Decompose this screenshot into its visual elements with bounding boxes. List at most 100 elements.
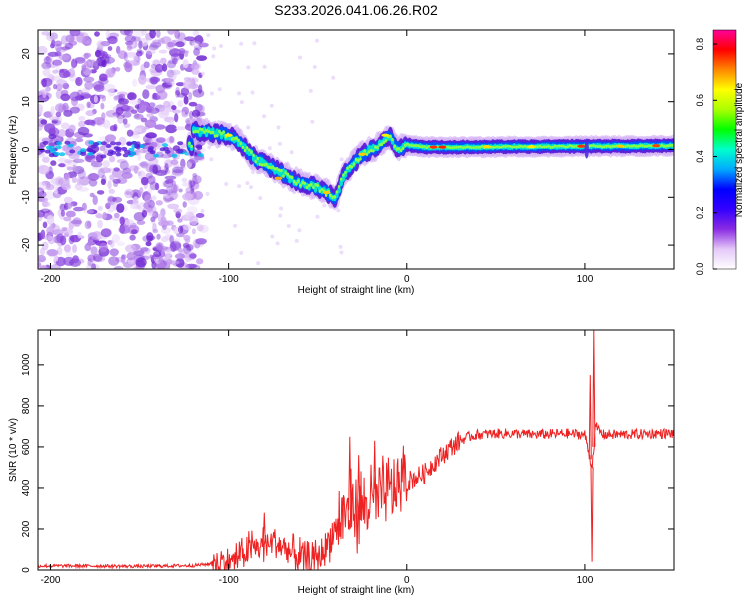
noise-blob (148, 146, 154, 151)
noise-blob (278, 213, 283, 218)
noise-blob (89, 192, 95, 198)
spectrogram-x-ticks: -200 -100 0 100 (40, 30, 594, 285)
noise-blob (52, 83, 58, 90)
track-cell (331, 195, 335, 200)
track-cell (389, 134, 392, 139)
noise-blob (176, 92, 188, 98)
noise-blob (61, 183, 72, 190)
noise-blob (105, 134, 116, 143)
noise-blob (169, 48, 181, 57)
track-cell (496, 145, 499, 149)
noise-blob (52, 59, 63, 66)
track-cell (282, 174, 285, 178)
noise-blob (133, 55, 141, 63)
noise-blob (129, 165, 141, 172)
track-cell (401, 146, 405, 150)
track-hotspot (322, 190, 331, 195)
noise-blob (122, 153, 129, 158)
noise-blob (174, 253, 186, 260)
noise-blob (177, 247, 184, 253)
noise-blob (161, 82, 172, 88)
noise-blob (55, 145, 62, 150)
noise-blob (121, 254, 126, 264)
noise-blob (116, 159, 128, 164)
noise-blob (177, 218, 183, 223)
noise-blob (100, 178, 106, 185)
noise-blob (46, 181, 51, 189)
noise-blob (151, 164, 162, 174)
noise-blob (62, 71, 71, 78)
noise-blob (50, 75, 63, 82)
track-cell (220, 131, 223, 136)
noise-blob (121, 172, 133, 179)
noise-blob (112, 196, 123, 203)
noise-blob (165, 249, 172, 257)
noise-blob (67, 143, 74, 148)
noise-blob (133, 246, 143, 256)
track-cell (624, 145, 627, 149)
noise-blob (182, 182, 190, 187)
noise-blob (171, 169, 184, 176)
noise-blob (119, 30, 131, 36)
noise-blob (58, 54, 70, 61)
noise-blob (152, 223, 157, 233)
noise-blob (275, 241, 280, 246)
noise-blob (112, 178, 121, 184)
noise-blob (100, 228, 112, 238)
track-cell (590, 144, 593, 148)
noise-blob (286, 224, 291, 228)
noise-blob (144, 152, 157, 162)
track-cell (271, 165, 275, 169)
noise-blob (155, 242, 164, 251)
colorbar-tick-label: 0.2 (695, 207, 705, 220)
noise-blob (67, 159, 78, 166)
noise-blob (100, 141, 107, 146)
track-cell (378, 143, 382, 147)
noise-blob (182, 193, 194, 201)
noise-blob (150, 206, 157, 213)
track-cell (314, 183, 317, 187)
noise-blob (136, 220, 146, 226)
noise-blob (126, 92, 135, 101)
noise-blob (136, 202, 149, 212)
snr-y-ticks: 0 200 400 600 800 1000 (21, 353, 674, 573)
noise-blob (136, 51, 143, 57)
noise-blob (38, 136, 50, 143)
noise-blob (69, 91, 81, 102)
noise-blob (140, 117, 148, 123)
colorbar: 0.0 0.2 0.4 0.6 0.8 Normalized spectral ampl… (695, 29, 745, 275)
track-cell (369, 148, 373, 153)
noise-blob (195, 213, 205, 218)
noise-blob (180, 87, 190, 96)
noise-blob (42, 221, 48, 229)
track-cell (318, 189, 322, 193)
track-cell (500, 145, 503, 149)
figure-title: S233.2026.041.06.26.R02 (274, 2, 438, 18)
track-cell (252, 153, 255, 157)
track-cell (275, 167, 279, 171)
y-tick-label: 10 (21, 96, 32, 108)
noise-blob (114, 67, 121, 72)
noise-blob (172, 166, 184, 174)
track-cell (555, 144, 559, 148)
noise-blob (44, 235, 53, 241)
noise-blob (239, 250, 244, 255)
noise-blob (107, 180, 112, 190)
noise-blob (150, 141, 158, 148)
noise-blob (148, 102, 156, 108)
noise-blob (174, 113, 179, 123)
colorbar-label: Normalized spectral amplitude (734, 82, 745, 217)
noise-blob (40, 119, 47, 125)
track-hotspot (584, 140, 589, 159)
y-tick-label: 1000 (21, 353, 32, 376)
noise-blob (45, 55, 50, 62)
noise-blob (93, 117, 105, 125)
track-cell (549, 145, 552, 149)
noise-blob (197, 84, 203, 94)
noise-blob (145, 132, 157, 139)
noise-blob (66, 166, 74, 171)
noise-blob (56, 79, 67, 86)
noise-blob (171, 70, 177, 80)
track-cell (649, 144, 653, 148)
noise-blob (185, 187, 192, 195)
